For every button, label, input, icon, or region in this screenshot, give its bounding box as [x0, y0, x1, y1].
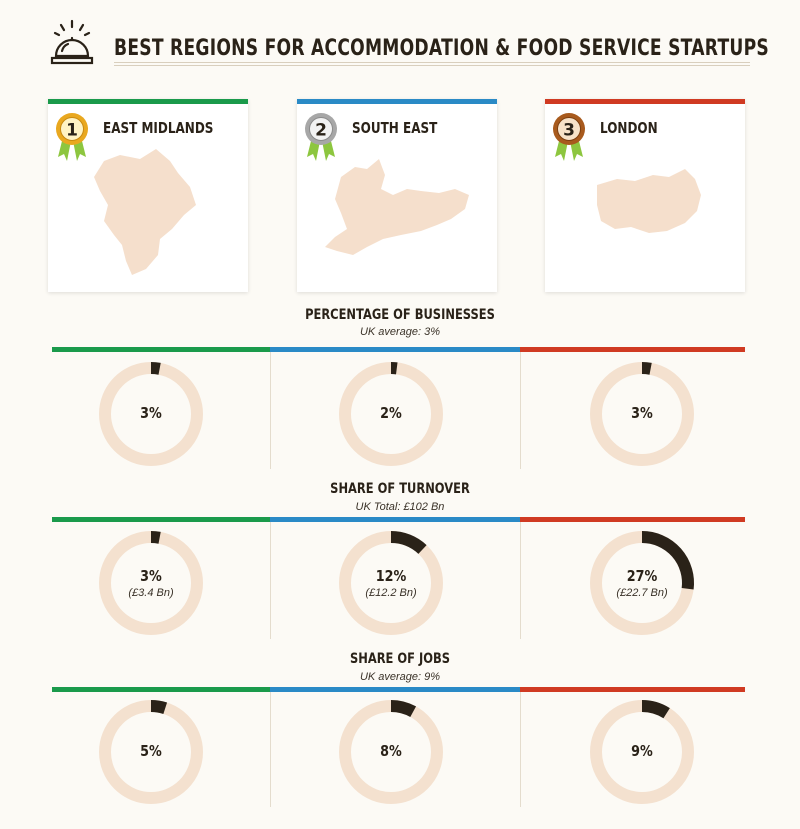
- donut-value-arc: [150, 530, 161, 544]
- donut-value-label: 3%: [140, 404, 162, 422]
- card-color-bar: [297, 99, 497, 104]
- donut-value-label: 12%: [375, 567, 407, 585]
- card-color-bar: [545, 99, 745, 104]
- column-divider: [270, 352, 271, 469]
- donut-value-arc: [390, 700, 417, 718]
- card-color-bar: [48, 99, 248, 104]
- donut-value-label: 3%: [631, 404, 653, 422]
- region-card-south-east: 2 SOUTH EAST: [297, 99, 497, 292]
- donut-turnover-east-midlands: [99, 530, 203, 635]
- column-bar-red: [520, 347, 745, 352]
- donut-value-label: 2%: [380, 404, 402, 422]
- donut-jobs-south-east: [339, 700, 443, 804]
- column-divider: [520, 352, 521, 469]
- section-subtitle-jobs: UK average: 9%: [359, 671, 441, 683]
- column-bar-green: [52, 687, 270, 692]
- donut-value-arc: [641, 700, 670, 719]
- london-map: [597, 169, 701, 233]
- column-bar-red: [520, 687, 745, 692]
- donut-jobs-london: [590, 700, 694, 804]
- region-card-east-midlands: 1 EAST MIDLANDS: [48, 99, 248, 292]
- donut-value-arc: [641, 361, 652, 375]
- column-bar-red: [520, 517, 745, 522]
- column-divider: [270, 692, 271, 807]
- donut-amount-label: (£12.2 Bn): [365, 587, 417, 599]
- section-title-businesses: PERCENTAGE OF BUSINESSES: [305, 307, 495, 323]
- region-name: LONDON: [600, 119, 658, 137]
- donut-businesses-east-midlands: [99, 361, 203, 466]
- donut-value-label: 8%: [380, 742, 402, 760]
- donut-businesses-south-east: [339, 361, 443, 466]
- region-name: SOUTH EAST: [352, 119, 438, 137]
- title-rule: [114, 62, 750, 66]
- service-bell-icon: [50, 19, 94, 65]
- section-subtitle-turnover: UK Total: £102 Bn: [355, 501, 445, 513]
- donut-jobs-east-midlands: [99, 700, 203, 804]
- bronze-medal-icon: 3: [553, 113, 585, 161]
- donut-value-label: 5%: [140, 742, 162, 760]
- donut-businesses-london: [590, 361, 694, 466]
- donut-amount-label: (£22.7 Bn): [616, 587, 668, 599]
- donut-turnover-south-east: [339, 531, 443, 635]
- column-bar-blue: [270, 347, 520, 352]
- donut-value-arc: [150, 361, 161, 375]
- column-divider: [270, 522, 271, 639]
- column-divider: [520, 522, 521, 639]
- section-subtitle-businesses: UK average: 3%: [359, 326, 441, 338]
- donut-value-label: 3%: [140, 567, 162, 585]
- silver-medal-icon: 2: [305, 113, 337, 161]
- column-bar-green: [52, 347, 270, 352]
- page-title: BEST REGIONS FOR ACCOMMODATION & FOOD SE…: [114, 36, 770, 61]
- gold-medal-icon: 1: [56, 113, 88, 161]
- south-east-map: [325, 159, 469, 255]
- donut-value-label: 27%: [626, 567, 658, 585]
- section-title-turnover: SHARE OF TURNOVER: [330, 481, 470, 497]
- medal-rank: 3: [563, 121, 575, 141]
- column-divider: [520, 692, 521, 807]
- medal-rank: 2: [315, 121, 327, 141]
- east-midlands-map: [94, 149, 196, 275]
- medal-rank: 1: [66, 121, 78, 141]
- header: BEST REGIONS FOR ACCOMMODATION & FOOD SE…: [48, 18, 769, 68]
- donut-value-label: 9%: [631, 742, 653, 760]
- section-title-jobs: SHARE OF JOBS: [349, 651, 451, 667]
- donut-turnover-london: [590, 531, 694, 635]
- column-bar-blue: [270, 517, 520, 522]
- donut-value-arc: [641, 531, 694, 590]
- column-bar-green: [52, 517, 270, 522]
- donut-value-arc: [150, 700, 168, 715]
- region-name: EAST MIDLANDS: [103, 119, 214, 137]
- region-card-london: 3 LONDON: [545, 99, 745, 292]
- donut-value-arc: [390, 531, 427, 555]
- donut-amount-label: (£3.4 Bn): [128, 587, 174, 599]
- column-bar-blue: [270, 687, 520, 692]
